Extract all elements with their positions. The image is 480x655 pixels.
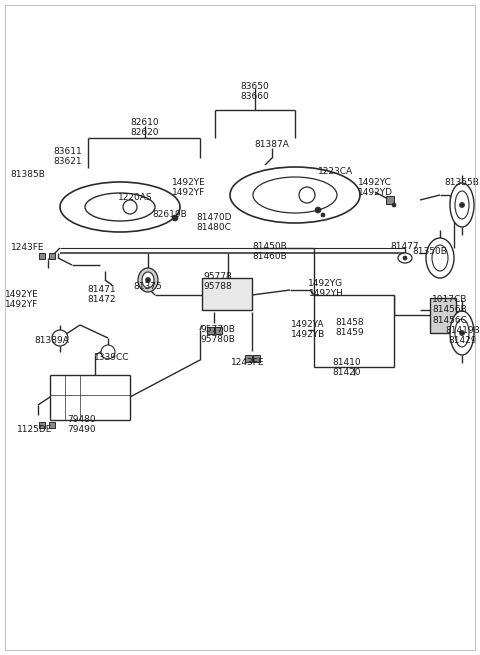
Ellipse shape <box>450 183 474 227</box>
Ellipse shape <box>426 238 454 278</box>
Text: 1492YE
1492YF: 1492YE 1492YF <box>172 178 206 197</box>
Ellipse shape <box>253 177 337 213</box>
Text: 1492YA
1492YB: 1492YA 1492YB <box>291 320 325 339</box>
Bar <box>39 422 45 428</box>
Ellipse shape <box>315 207 321 213</box>
Text: 1492YC
1492YD: 1492YC 1492YD <box>358 178 393 197</box>
Text: 81387A: 81387A <box>254 140 289 149</box>
Ellipse shape <box>172 215 178 221</box>
Ellipse shape <box>321 213 325 217</box>
Text: 1220AS: 1220AS <box>118 193 153 202</box>
Text: 83650
83660: 83650 83660 <box>240 82 269 102</box>
Ellipse shape <box>455 191 469 219</box>
Bar <box>49 422 55 428</box>
Text: 81470D
81480C: 81470D 81480C <box>196 213 231 233</box>
Text: 81477: 81477 <box>391 242 420 251</box>
Ellipse shape <box>299 187 315 203</box>
Text: 81410
81420: 81410 81420 <box>333 358 361 377</box>
Text: 81375: 81375 <box>133 282 162 291</box>
Bar <box>314 295 394 367</box>
Text: 95770B
95780B: 95770B 95780B <box>201 325 235 345</box>
Ellipse shape <box>432 245 448 271</box>
Bar <box>430 298 456 333</box>
Ellipse shape <box>60 182 180 232</box>
Ellipse shape <box>403 256 407 260</box>
Bar <box>39 253 45 259</box>
Ellipse shape <box>123 200 137 214</box>
Text: 95778
95788: 95778 95788 <box>204 272 232 291</box>
Text: 82610
82620: 82610 82620 <box>131 118 159 138</box>
Ellipse shape <box>105 349 111 355</box>
Text: 1492YG
1492YH: 1492YG 1492YH <box>309 279 344 299</box>
Bar <box>244 354 252 362</box>
Text: 81385B: 81385B <box>11 170 46 179</box>
Text: 1339CC: 1339CC <box>94 353 130 362</box>
Ellipse shape <box>450 311 474 355</box>
Text: 81458
81459: 81458 81459 <box>336 318 364 337</box>
Ellipse shape <box>459 331 465 335</box>
Bar <box>386 196 394 204</box>
Text: 1125DE: 1125DE <box>17 425 53 434</box>
Text: 1223CA: 1223CA <box>318 167 353 176</box>
Ellipse shape <box>392 203 396 207</box>
Bar <box>215 326 221 333</box>
Ellipse shape <box>398 253 412 263</box>
Text: 1017CB
81456B
81456C: 1017CB 81456B 81456C <box>432 295 468 325</box>
Text: 79480
79490: 79480 79490 <box>68 415 96 434</box>
Text: 81450B
81460B: 81450B 81460B <box>252 242 288 261</box>
Bar <box>252 354 260 362</box>
Ellipse shape <box>455 319 469 347</box>
Text: 81389A: 81389A <box>35 336 70 345</box>
Text: 81471
81472: 81471 81472 <box>88 285 116 305</box>
Text: 81355B: 81355B <box>444 178 480 187</box>
Ellipse shape <box>85 193 155 221</box>
Text: 1492YE
1492YF: 1492YE 1492YF <box>5 290 39 309</box>
Ellipse shape <box>459 202 465 208</box>
Bar <box>49 253 55 259</box>
Text: 1243FE: 1243FE <box>11 243 45 252</box>
Ellipse shape <box>101 345 115 359</box>
Text: 81350B: 81350B <box>413 247 447 256</box>
Ellipse shape <box>230 167 360 223</box>
Bar <box>202 278 252 310</box>
Ellipse shape <box>52 330 68 346</box>
Bar <box>206 326 214 333</box>
Ellipse shape <box>142 272 154 288</box>
Ellipse shape <box>145 278 151 282</box>
Text: 1243FE: 1243FE <box>231 358 265 367</box>
Text: 81419B
81429: 81419B 81429 <box>445 326 480 345</box>
Ellipse shape <box>138 268 158 292</box>
Text: 83611
83621: 83611 83621 <box>54 147 83 166</box>
Text: 82619B: 82619B <box>152 210 187 219</box>
